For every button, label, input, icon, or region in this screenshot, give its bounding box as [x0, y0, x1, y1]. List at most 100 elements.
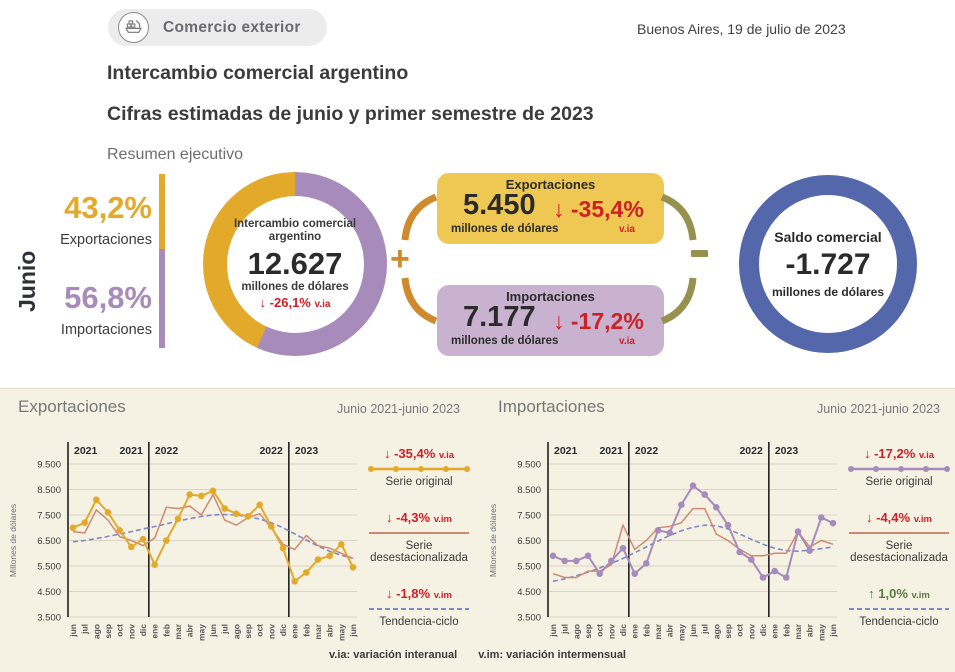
svg-text:6.500: 6.500 — [517, 536, 541, 547]
svg-text:2021: 2021 — [119, 445, 143, 457]
exports-share-label: Exportaciones — [60, 232, 152, 248]
svg-text:jul: jul — [80, 624, 90, 635]
legend-entry: ↓ -1,8% v.im Tendencia-ciclo — [364, 586, 474, 628]
svg-text:oct: oct — [255, 624, 265, 637]
svg-text:mar: mar — [653, 623, 663, 639]
saldo-title: Saldo comercial — [774, 229, 882, 245]
legend-variation: ↑ 1,0% v.im — [868, 586, 930, 601]
svg-text:dic: dic — [278, 624, 288, 637]
legend-entry: ↓ -17,2% v.ia Serie original — [844, 446, 954, 488]
page-subtitle: Cifras estimadas de junio y primer semes… — [107, 103, 594, 125]
legend-label: Serie desestacionalizada — [850, 540, 948, 564]
intercambio-donut: Intercambio comercial argentino 12.627 m… — [203, 172, 387, 356]
svg-text:7.500: 7.500 — [37, 511, 61, 522]
legend-line-sample — [849, 532, 949, 534]
legend-label: Tendencia-ciclo — [859, 616, 939, 628]
exports-share-pct: 43,2% — [64, 190, 152, 225]
chart-plot-svg: 9.500 8.500 7.500 6.500 5.500 4.500 3.500 Millo… — [8, 442, 358, 641]
svg-text:9.500: 9.500 — [37, 460, 61, 471]
importaciones-chart-title: Importaciones — [498, 397, 605, 416]
exportaciones-chart-period: Junio 2021-junio 2023 — [336, 402, 460, 416]
svg-text:ago: ago — [231, 624, 241, 639]
svg-text:jun: jun — [688, 624, 698, 638]
exports-box-title: Exportaciones — [505, 177, 596, 192]
legend-line-sample — [848, 466, 950, 472]
donut-title-2: argentino — [268, 231, 322, 244]
svg-text:mar: mar — [173, 623, 183, 639]
svg-text:2022: 2022 — [739, 445, 763, 457]
svg-text:Millones de dólares: Millones de dólares — [488, 504, 498, 577]
section-label: Resumen ejecutivo — [107, 146, 244, 163]
plus-sign: + — [390, 240, 410, 278]
exports-box-variation-suffix: v.ia — [619, 224, 635, 235]
badge-label: Comercio exterior — [163, 18, 301, 36]
svg-text:2023: 2023 — [775, 445, 799, 457]
svg-text:4.500: 4.500 — [517, 587, 541, 598]
minus-sign — [691, 250, 708, 257]
svg-text:nov: nov — [266, 624, 276, 639]
saldo-value: -1.727 — [785, 248, 871, 281]
intercambio-donut-center: Intercambio comercial argentino 12.627 m… — [226, 195, 364, 333]
saldo-ring: Saldo comercial -1.727 millones de dólar… — [739, 175, 917, 353]
svg-text:ago: ago — [91, 624, 101, 639]
svg-text:jul: jul — [220, 624, 230, 635]
footnote-interanual: v.ia: variación interanual — [329, 649, 458, 661]
dateline: Buenos Aires, 19 de julio de 2023 — [637, 21, 846, 37]
exports-box-value: 5.450 — [463, 189, 536, 221]
svg-text:may: may — [676, 624, 686, 641]
plus-bracket — [401, 194, 438, 324]
saldo-unit: millones de dólares — [771, 285, 885, 299]
svg-text:6.500: 6.500 — [37, 536, 61, 547]
legend-entry: ↓ -4,4% v.im Serie desestacionalizada — [844, 510, 954, 564]
down-arrow-icon: ↓ — [386, 510, 393, 525]
share-bar-imports-segment — [159, 249, 165, 348]
legend-line-sample — [369, 608, 469, 610]
svg-text:nov: nov — [606, 624, 616, 639]
svg-text:dic: dic — [138, 624, 148, 637]
svg-text:2021: 2021 — [599, 445, 623, 457]
svg-text:ene: ene — [770, 624, 780, 639]
down-arrow-icon: ↓ — [863, 446, 871, 461]
legend-label: Tendencia-ciclo — [379, 616, 459, 628]
importaciones-legend: ↓ -17,2% v.ia Serie original ↓ -4,4% v.i… — [844, 446, 954, 628]
svg-text:nov: nov — [746, 624, 756, 639]
legend-variation: ↓ -4,3% v.im — [386, 510, 452, 525]
donut-variation: ↓ -26,1% v.ia — [260, 295, 331, 310]
down-arrow-icon: ↓ — [386, 586, 393, 601]
share-bar — [159, 174, 165, 348]
comercio-exterior-badge: Comercio exterior — [108, 9, 327, 46]
exportaciones-legend: ↓ -35,4% v.ia Serie original ↓ -4,3% v.i… — [364, 446, 474, 628]
exportaciones-chart-title: Exportaciones — [18, 397, 126, 416]
up-arrow-icon: ↑ — [868, 586, 875, 601]
svg-text:abr: abr — [185, 623, 195, 637]
imports-share-label: Importaciones — [60, 322, 152, 338]
down-arrow-icon: ↓ — [553, 196, 565, 222]
donut-variation-suffix: v.ia — [314, 299, 331, 311]
svg-text:jul: jul — [700, 624, 710, 635]
down-arrow-icon: ↓ — [383, 446, 391, 461]
svg-text:2021: 2021 — [554, 445, 578, 457]
down-arrow-icon: ↓ — [259, 295, 267, 311]
imports-box-variation-suffix: v.ia — [619, 336, 635, 347]
svg-text:feb: feb — [641, 624, 651, 637]
svg-text:sep: sep — [723, 624, 733, 639]
svg-text:jun: jun — [68, 624, 78, 638]
legend-line-sample — [368, 466, 470, 472]
svg-text:2022: 2022 — [635, 445, 659, 457]
share-bar-exports-segment — [159, 174, 165, 250]
svg-text:oct: oct — [735, 624, 745, 637]
svg-text:ago: ago — [571, 624, 581, 639]
svg-text:5.500: 5.500 — [517, 562, 541, 573]
donut-title: Intercambio comercial — [233, 217, 357, 230]
legend-variation: ↓ -17,2% v.ia — [863, 446, 935, 461]
svg-text:sep: sep — [583, 624, 593, 639]
svg-text:may: may — [336, 624, 346, 641]
legend-variation: ↓ -4,4% v.im — [866, 510, 932, 525]
svg-text:jun: jun — [208, 624, 218, 638]
minus-bracket — [660, 194, 697, 324]
svg-text:dic: dic — [758, 624, 768, 637]
svg-text:abr: abr — [665, 623, 675, 637]
svg-text:feb: feb — [161, 624, 171, 637]
svg-text:ene: ene — [150, 624, 160, 639]
svg-text:mar: mar — [793, 623, 803, 639]
